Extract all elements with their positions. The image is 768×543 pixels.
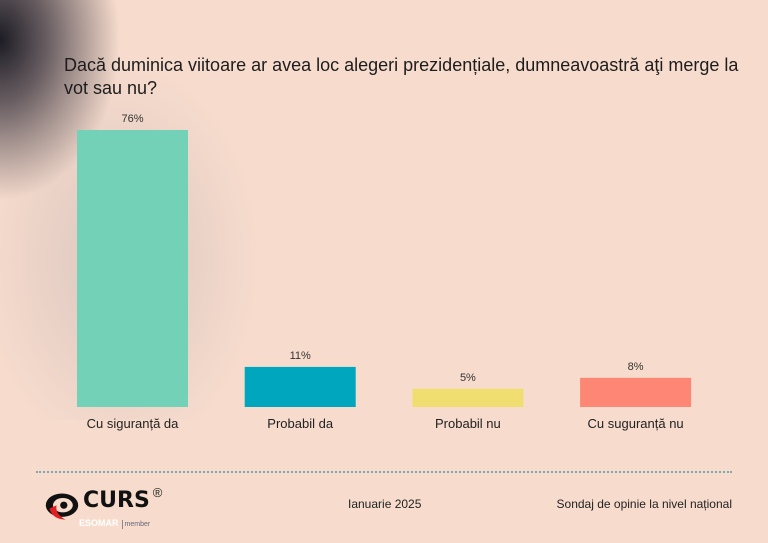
data-label: 5% <box>460 372 476 384</box>
bar-0 <box>77 130 188 407</box>
chart-title: Dacă duminica viitoare ar avea loc alege… <box>64 55 739 98</box>
data-label: 8% <box>628 361 644 373</box>
bar-1 <box>244 366 356 407</box>
bar-2 <box>412 388 524 407</box>
divider <box>36 471 732 473</box>
esomar-badge: ESOMAR member <box>79 518 150 529</box>
logo-wordmark: CURS ® <box>83 486 162 516</box>
survey-date: Ianuarie 2025 <box>348 497 422 511</box>
category-label: Probabil nu <box>435 416 501 431</box>
category-label: Probabil da <box>267 416 334 431</box>
registered-mark: ® <box>152 485 163 500</box>
member-label: member <box>121 520 150 529</box>
survey-description: Sondaj de opinie la nivel național <box>556 497 732 511</box>
data-label: 11% <box>290 350 311 362</box>
bar-3 <box>580 377 692 407</box>
category-label: Cu suguranță nu <box>588 416 684 431</box>
bar-chart: 76% Cu siguranță da 11% Probabil da 5% Probab… <box>77 113 692 431</box>
data-label: 76% <box>121 113 143 125</box>
curs-logo-icon <box>45 493 79 520</box>
esomar-label: ESOMAR <box>79 518 119 528</box>
logo-text: CURS <box>83 488 150 513</box>
category-label: Cu siguranță da <box>87 416 180 431</box>
